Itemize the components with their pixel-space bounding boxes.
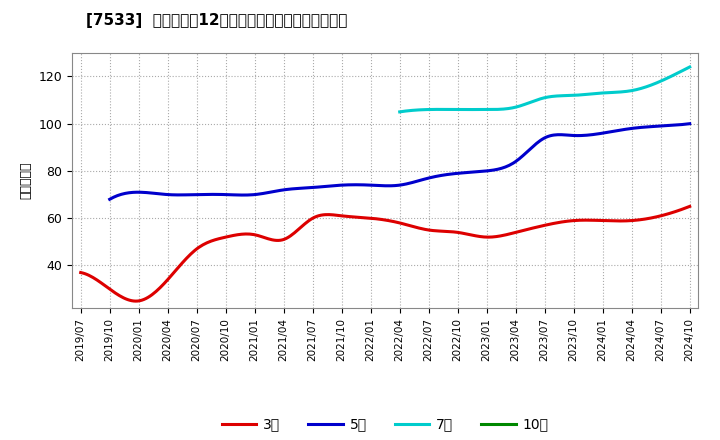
Text: [7533]  当期純利益12か月移動合計の標準偏差の推移: [7533] 当期純利益12か月移動合計の標準偏差の推移 <box>86 13 348 28</box>
Y-axis label: （百万円）: （百万円） <box>20 161 33 199</box>
Legend: 3年, 5年, 7年, 10年: 3年, 5年, 7年, 10年 <box>216 412 554 437</box>
